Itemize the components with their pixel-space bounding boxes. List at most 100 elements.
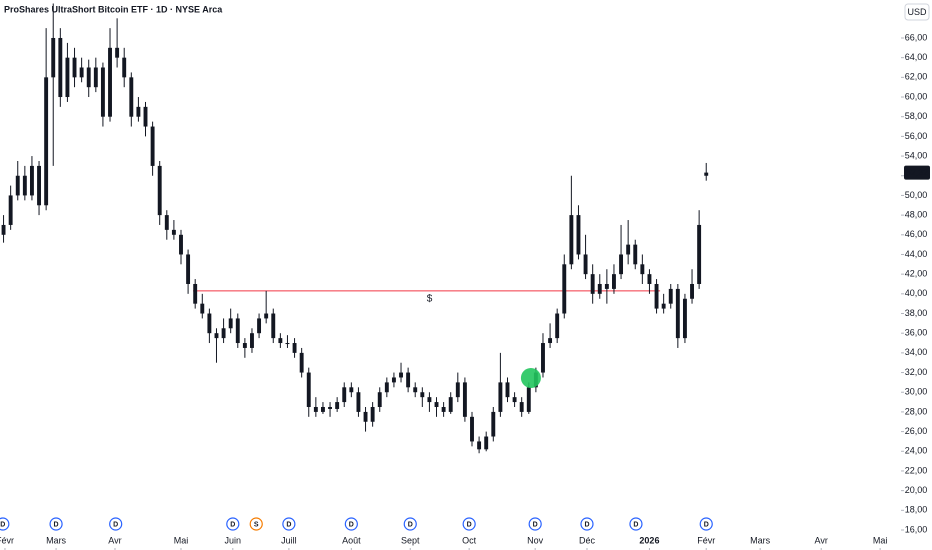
x-tick-label: 2026 (639, 535, 659, 545)
candle-body (377, 392, 382, 407)
candle-body (200, 303, 205, 314)
x-tick-label: Déc (579, 535, 596, 545)
candle-body (328, 406, 332, 409)
candle-body (171, 229, 176, 235)
event-icon[interactable] (629, 517, 643, 531)
y-tick-label: 40,00 (905, 288, 928, 298)
candle-body (441, 406, 446, 412)
x-tick-label: Juin (225, 535, 242, 545)
x-tick-label: Sept (401, 535, 420, 545)
event-icon[interactable] (0, 517, 10, 531)
event-label: D (230, 521, 235, 528)
candle-body (484, 436, 489, 450)
candle-body (583, 254, 588, 275)
y-tick-label: 58,00 (905, 111, 928, 121)
candle-body (278, 338, 283, 344)
candle-body (108, 47, 112, 117)
y-tick-label: 18,00 (905, 505, 928, 515)
candle-body (654, 283, 659, 309)
event-icon[interactable] (282, 517, 296, 531)
candle-body (690, 283, 694, 299)
candle-body (122, 57, 127, 78)
candle-body (519, 402, 524, 412)
chart-title: ProShares UltraShort Bitcoin ETF · 1D · … (4, 4, 223, 14)
candle-body (697, 224, 702, 284)
candle-body (661, 303, 666, 309)
candle-body (384, 382, 389, 393)
y-tick-label: 66,00 (905, 32, 928, 42)
candle-body (257, 318, 262, 334)
candle-body (455, 382, 460, 398)
candle-body (704, 172, 709, 176)
candle-body (633, 244, 638, 265)
x-tick-label: Mai (174, 535, 189, 545)
candle-body (647, 274, 652, 284)
candle-body (391, 377, 396, 383)
event-icon[interactable] (528, 517, 542, 531)
event-label: D (0, 521, 5, 528)
event-icon[interactable] (403, 517, 417, 531)
candle-body (512, 397, 517, 403)
candle-body (619, 254, 624, 275)
candle-body (462, 382, 467, 417)
x-tick-label: Mai (873, 535, 888, 545)
event-icon[interactable] (226, 517, 240, 531)
candle-body (626, 244, 631, 255)
candle-body (548, 338, 553, 344)
y-tick-label: 44,00 (905, 249, 928, 259)
candle-body (115, 47, 120, 58)
candle-body (477, 441, 482, 450)
y-tick-label: 26,00 (905, 426, 928, 436)
candle-body (79, 67, 84, 78)
event-icon[interactable] (699, 517, 713, 531)
event-label: D (584, 521, 589, 528)
last-price-box (904, 165, 930, 180)
y-tick-label: 62,00 (905, 72, 928, 82)
y-tick-label: 64,00 (905, 52, 928, 62)
candle-body (597, 283, 602, 294)
candle-body (285, 343, 290, 345)
x-tick-label: Avr (815, 535, 828, 545)
candle-body (555, 313, 560, 339)
candle-body (22, 175, 27, 196)
event-icon[interactable] (109, 517, 123, 531)
candle-body (335, 402, 340, 409)
candle-body (349, 387, 354, 393)
currency-box[interactable] (904, 3, 930, 21)
candle-body (299, 352, 304, 373)
candle-body (498, 382, 503, 412)
candle-body (193, 283, 198, 304)
candle-body (313, 406, 318, 412)
candle-body (65, 57, 70, 98)
currency[interactable]: USD (907, 7, 927, 17)
event-icon[interactable] (462, 517, 476, 531)
event-label: D (286, 521, 291, 528)
event-label: D (467, 521, 472, 528)
event-label: S (254, 521, 259, 528)
event-icon[interactable] (249, 517, 263, 531)
event-label: D (408, 521, 413, 528)
candle-body (420, 392, 425, 398)
x-tick-label: Mars (750, 535, 770, 545)
y-tick-label: 34,00 (905, 347, 928, 357)
candle-body (434, 402, 439, 407)
candle-body (264, 313, 269, 319)
y-tick-label: 50,00 (905, 190, 928, 200)
highlight-marker (520, 367, 541, 388)
event-icon[interactable] (580, 517, 594, 531)
candle-body (292, 343, 297, 353)
event-label: D (349, 521, 354, 528)
y-tick-label: 22,00 (905, 465, 928, 475)
y-tick-label: 54,00 (905, 150, 928, 160)
candle-body (306, 372, 311, 407)
event-label: D (704, 521, 709, 528)
y-tick-label: 42,00 (905, 269, 928, 279)
candle-body (186, 254, 191, 284)
event-icon[interactable] (49, 517, 63, 531)
candle-body (541, 343, 545, 373)
candle-body (15, 175, 20, 196)
event-icon[interactable] (344, 517, 358, 531)
x-tick-label: Avr (108, 535, 121, 545)
candle-body (100, 67, 105, 117)
event-label: D (54, 521, 59, 528)
